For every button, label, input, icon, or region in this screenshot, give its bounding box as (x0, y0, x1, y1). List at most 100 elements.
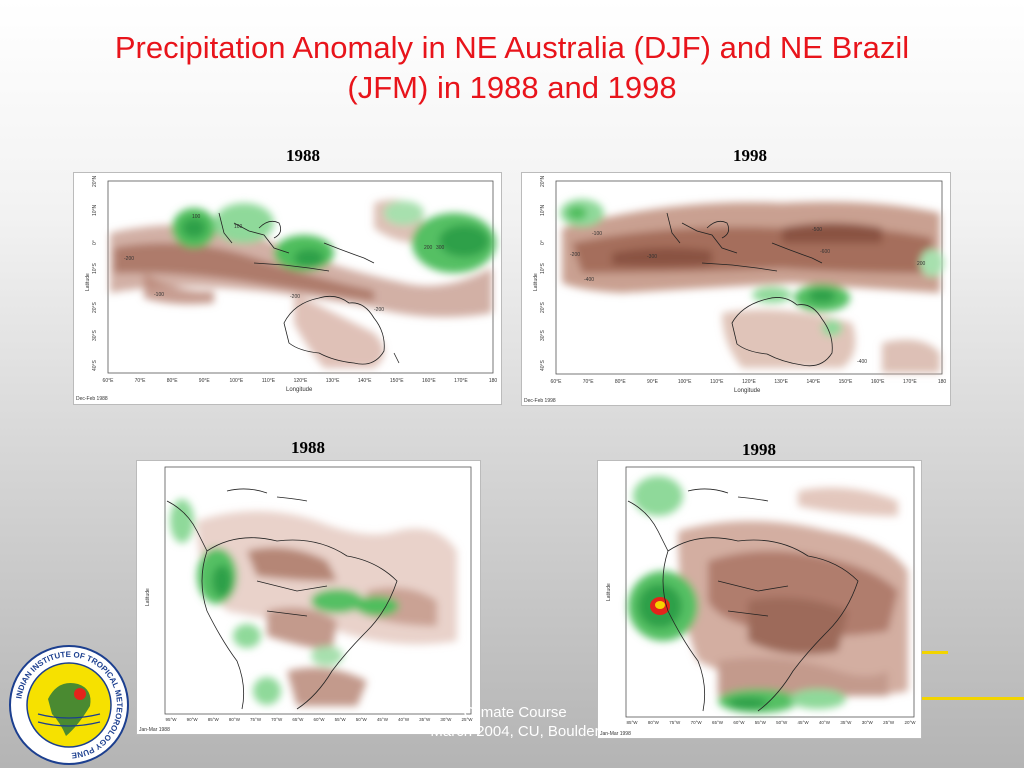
x-tick: 160°E (871, 379, 885, 385)
x-tick: 70°E (135, 378, 147, 384)
x-tick: 110°E (710, 379, 724, 385)
x-tick: 120°E (294, 378, 308, 384)
x-tick: 65°W (712, 720, 724, 725)
contour-label: -200 (374, 307, 384, 313)
decorative-line (922, 697, 1024, 700)
x-tick: 120°E (742, 379, 756, 385)
institute-logo: INDIAN INSTITUTE OF TROPICAL METEOROLOGY… (8, 644, 130, 766)
y-axis-ticks: Latitude (145, 588, 151, 606)
map-caption: Dec-Feb 1988 (76, 396, 108, 402)
slide-title: Precipitation Anomaly in NE Australia (D… (60, 28, 964, 108)
x-tick: 140°E (806, 379, 820, 385)
y-tick: 20°S (540, 301, 546, 313)
contour-label: 100 (234, 224, 243, 230)
x-tick: 90°W (187, 717, 199, 722)
x-tick: 40°W (819, 720, 831, 725)
x-tick: 180 (489, 378, 498, 384)
x-tick: 60°E (551, 379, 563, 385)
contour-label: -200 (290, 294, 300, 300)
y-tick: 40°S (92, 359, 98, 371)
x-tick: 80°E (167, 378, 179, 384)
decorative-line (922, 651, 948, 654)
x-tick: 75°W (669, 720, 681, 725)
year-label-top-left: 1988 (263, 146, 343, 166)
y-axis-label: Latitude (606, 583, 612, 601)
x-tick: 150°E (390, 378, 404, 384)
x-tick: 85°W (208, 717, 220, 722)
title-line-1: Precipitation Anomaly in NE Australia (D… (60, 28, 964, 68)
x-tick: 60°E (103, 378, 115, 384)
x-tick: 170°E (454, 378, 468, 384)
x-tick: 100°E (678, 379, 692, 385)
y-tick: 20°N (540, 175, 546, 187)
y-axis-ticks: 20°N 10°N 0° 10°S 20°S 30°S 40°S Latitud… (85, 175, 98, 371)
title-line-2: (JFM) in 1988 and 1998 (60, 68, 964, 108)
year-label-bottom-left: 1988 (268, 438, 348, 458)
x-tick: 170°E (903, 379, 917, 385)
x-tick: 35°W (840, 720, 852, 725)
x-tick: 45°W (798, 720, 810, 725)
contour-label: -500 (812, 227, 822, 233)
contour-label: -300 (647, 254, 657, 260)
y-tick: 40°S (540, 359, 546, 371)
y-axis-label: Latitude (533, 273, 539, 291)
x-tick: 80°W (229, 717, 241, 722)
y-tick: 30°S (540, 329, 546, 341)
y-tick: 10°N (540, 204, 546, 216)
y-tick: 20°S (92, 301, 98, 313)
map-australia-1988: 100 100 -200 -100 -200 200 300 -200 20°N… (73, 172, 502, 405)
map-brazil-1988: Latitude 95°W 90°W 85°W 80°W 75°W 70°W 65°W 60°… (136, 460, 481, 735)
x-tick: 60°W (313, 717, 325, 722)
x-axis-label: Longitude (286, 387, 313, 393)
footer-line-1: Climate Course (395, 703, 635, 722)
x-axis-ticks: 85°W 80°W 75°W 70°W 65°W 60°W 55°W 50°W 45°W 40°W… (626, 720, 916, 725)
x-tick: 65°W (292, 717, 304, 722)
x-tick: 140°E (358, 378, 372, 384)
x-tick: 100°E (229, 378, 243, 384)
x-tick: 75°W (250, 717, 262, 722)
map-caption: Jan-Mar 1988 (139, 727, 170, 733)
x-tick: 55°W (335, 717, 347, 722)
contour-label: 100 (192, 214, 201, 220)
year-label-bottom-right: 1998 (719, 440, 799, 460)
map-australia-1998: -100 -200 -300 -400 -500 -600 200 -400 2… (521, 172, 951, 406)
x-tick: 180 (938, 379, 947, 385)
x-tick: 80°W (648, 720, 660, 725)
x-tick: 130°E (326, 378, 340, 384)
contour-label: 300 (436, 245, 445, 251)
contour-label: -400 (584, 277, 594, 283)
y-tick: 10°N (92, 204, 98, 216)
y-tick: 10°S (92, 262, 98, 274)
x-tick: 90°E (647, 379, 659, 385)
contour-label: -200 (570, 252, 580, 258)
x-tick: 45°W (377, 717, 389, 722)
x-tick: 80°E (615, 379, 627, 385)
contour-label: -400 (857, 359, 867, 365)
map-brazil-1998: Latitude 85°W 80°W 75°W 70°W 65°W 60°W 55°W 50°… (597, 460, 922, 739)
x-tick: 30°W (862, 720, 874, 725)
x-tick: 55°W (755, 720, 767, 725)
contour-label: -100 (592, 231, 602, 237)
contour-label: 200 (917, 261, 926, 267)
x-tick: 160°E (422, 378, 436, 384)
x-tick: 90°E (199, 378, 211, 384)
x-tick: 70°W (691, 720, 703, 725)
x-tick: 70°W (271, 717, 283, 722)
x-tick: 95°W (165, 717, 177, 722)
contour-label: 200 (424, 245, 433, 251)
contour-label: -100 (154, 292, 164, 298)
y-axis-label: Latitude (145, 588, 151, 606)
y-tick: 0° (540, 240, 546, 245)
contour-label: -600 (820, 249, 830, 255)
contour-label: -200 (124, 256, 134, 262)
x-axis-ticks: 60°E 70°E 80°E 90°E 100°E 110°E 120°E 130°E 140°… (551, 379, 947, 385)
x-tick: 150°E (839, 379, 853, 385)
footer-line-2: March 2004, CU, Boulder (395, 722, 635, 741)
x-tick: 50°W (356, 717, 368, 722)
y-tick: 10°S (540, 262, 546, 274)
y-axis-ticks: 20°N 10°N 0° 10°S 20°S 30°S 40°S Latitud… (533, 175, 546, 371)
x-tick: 70°E (583, 379, 595, 385)
y-tick: 0° (92, 240, 98, 245)
map-caption: Dec-Feb 1998 (524, 398, 556, 404)
year-label-top-right: 1998 (710, 146, 790, 166)
